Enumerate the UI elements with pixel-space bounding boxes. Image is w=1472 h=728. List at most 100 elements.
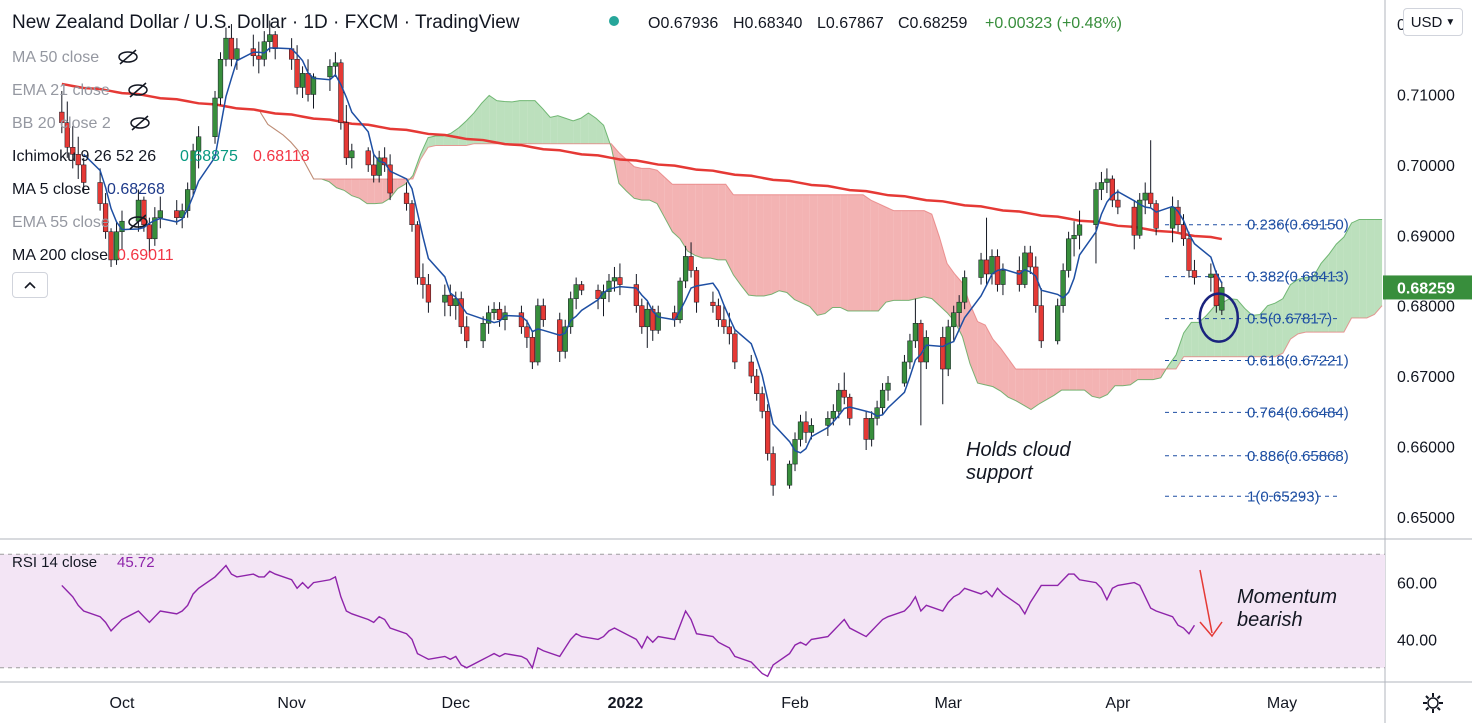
- cloud-segment: [435, 135, 444, 146]
- cloud-segment: [1092, 369, 1100, 399]
- cloud-segment: [779, 194, 787, 293]
- collapse-legend-button[interactable]: [12, 272, 48, 298]
- candle-body: [64, 122, 70, 148]
- cloud-segment: [428, 135, 436, 148]
- candle-body: [228, 37, 235, 60]
- chart-title: New Zealand Dollar / U.S. Dollar · 1D · …: [12, 12, 520, 33]
- eye-crossed-icon: [128, 214, 148, 230]
- cloud-segment: [1008, 358, 1016, 401]
- cloud-segment: [336, 178, 345, 191]
- candle-body: [639, 305, 645, 328]
- cloud-segment: [748, 194, 757, 296]
- ma5-line: [83, 47, 1223, 454]
- candle-body: [633, 284, 639, 306]
- annotation-cloud-line2: support: [966, 462, 1034, 484]
- legend-label: EMA 21 close: [12, 82, 110, 99]
- cloud-segment: [596, 118, 604, 144]
- cloud-segment: [626, 159, 635, 199]
- candle-body: [485, 312, 492, 324]
- cloud-segment: [328, 178, 337, 188]
- cloud-segment: [1229, 298, 1238, 357]
- cloud-segment: [679, 184, 688, 252]
- cloud-segment: [512, 100, 520, 144]
- cloud-segment: [496, 100, 505, 144]
- candle-body: [1213, 273, 1219, 306]
- gear-icon[interactable]: [1420, 690, 1446, 716]
- legend-label: MA 50 close: [12, 49, 99, 66]
- candle-body: [962, 277, 968, 303]
- candle-body: [1000, 270, 1006, 285]
- candle-body: [365, 150, 371, 166]
- ohlc-high: H0.68340: [733, 15, 802, 32]
- cloud-segment: [1366, 219, 1375, 318]
- price-tick: 0.67000: [1397, 369, 1455, 386]
- candle-body: [606, 280, 612, 292]
- candle-body: [524, 326, 530, 338]
- candle-body: [540, 305, 546, 321]
- candle-body: [836, 389, 842, 412]
- candle-body: [1219, 287, 1225, 311]
- cloud-segment: [794, 194, 803, 304]
- cloud-segment: [908, 210, 917, 301]
- cloud-segment: [1061, 369, 1070, 391]
- cloud-segment: [634, 166, 642, 201]
- price-tick: 0.71000: [1397, 87, 1455, 104]
- fib-label: 0.5(0.67817): [1247, 311, 1332, 328]
- cloud-segment: [1252, 314, 1260, 357]
- candle-body: [420, 277, 426, 285]
- candle-body: [113, 231, 120, 261]
- cloud-segment: [809, 194, 818, 316]
- candle-body: [978, 259, 984, 278]
- candle-body: [1153, 203, 1159, 229]
- fib-label: 0.886(0.65868): [1247, 448, 1349, 465]
- candle-body: [146, 224, 152, 240]
- cloud-segment: [1000, 347, 1009, 398]
- cloud-segment: [1313, 263, 1322, 333]
- candle-body: [305, 73, 311, 95]
- candle-body: [376, 157, 382, 176]
- cloud-segment: [1336, 237, 1344, 333]
- cloud-segment: [466, 112, 474, 146]
- candle-body: [923, 337, 929, 363]
- legend-label: BB 20 close 2: [12, 115, 111, 132]
- candle-body: [152, 217, 158, 240]
- time-tick: Feb: [781, 695, 809, 712]
- candle-body: [195, 136, 202, 152]
- candle-body: [918, 323, 924, 363]
- candle-body: [770, 453, 776, 486]
- cloud-segment: [1298, 277, 1306, 334]
- legend-value: 0.68268: [107, 181, 165, 198]
- candles-layer: [59, 20, 1225, 496]
- ohlc-open: O0.67936: [648, 15, 718, 32]
- candle-body: [442, 294, 448, 303]
- cloud-segment: [1122, 369, 1131, 386]
- candle-body: [102, 203, 109, 233]
- candle-body: [190, 150, 196, 190]
- candle-body: [573, 284, 579, 299]
- cloud-segment: [1214, 303, 1222, 357]
- candle-body: [97, 182, 103, 204]
- candle-body: [1076, 224, 1083, 236]
- candle-body: [141, 199, 147, 225]
- candle-body: [332, 62, 339, 67]
- price-tick: 0.68000: [1397, 299, 1455, 316]
- candle-body: [458, 298, 464, 328]
- currency-button[interactable]: USD ▼: [1403, 8, 1463, 36]
- cloud-segment: [1343, 222, 1352, 333]
- candle-body: [726, 326, 732, 335]
- candle-body: [650, 308, 656, 331]
- candle-body: [841, 389, 847, 398]
- candle-body: [272, 34, 278, 49]
- cloud-segment: [1206, 306, 1215, 357]
- candle-body: [1131, 206, 1137, 236]
- candle-body: [688, 256, 694, 271]
- candle-body: [1137, 199, 1143, 236]
- cloud-segment: [817, 194, 825, 316]
- senkou-span-b: [259, 111, 1383, 370]
- time-tick: Apr: [1105, 695, 1131, 712]
- cloud-segment: [947, 263, 955, 322]
- candle-body: [299, 73, 306, 88]
- cloud-segment: [924, 210, 932, 299]
- current-price-tag: [1383, 275, 1472, 300]
